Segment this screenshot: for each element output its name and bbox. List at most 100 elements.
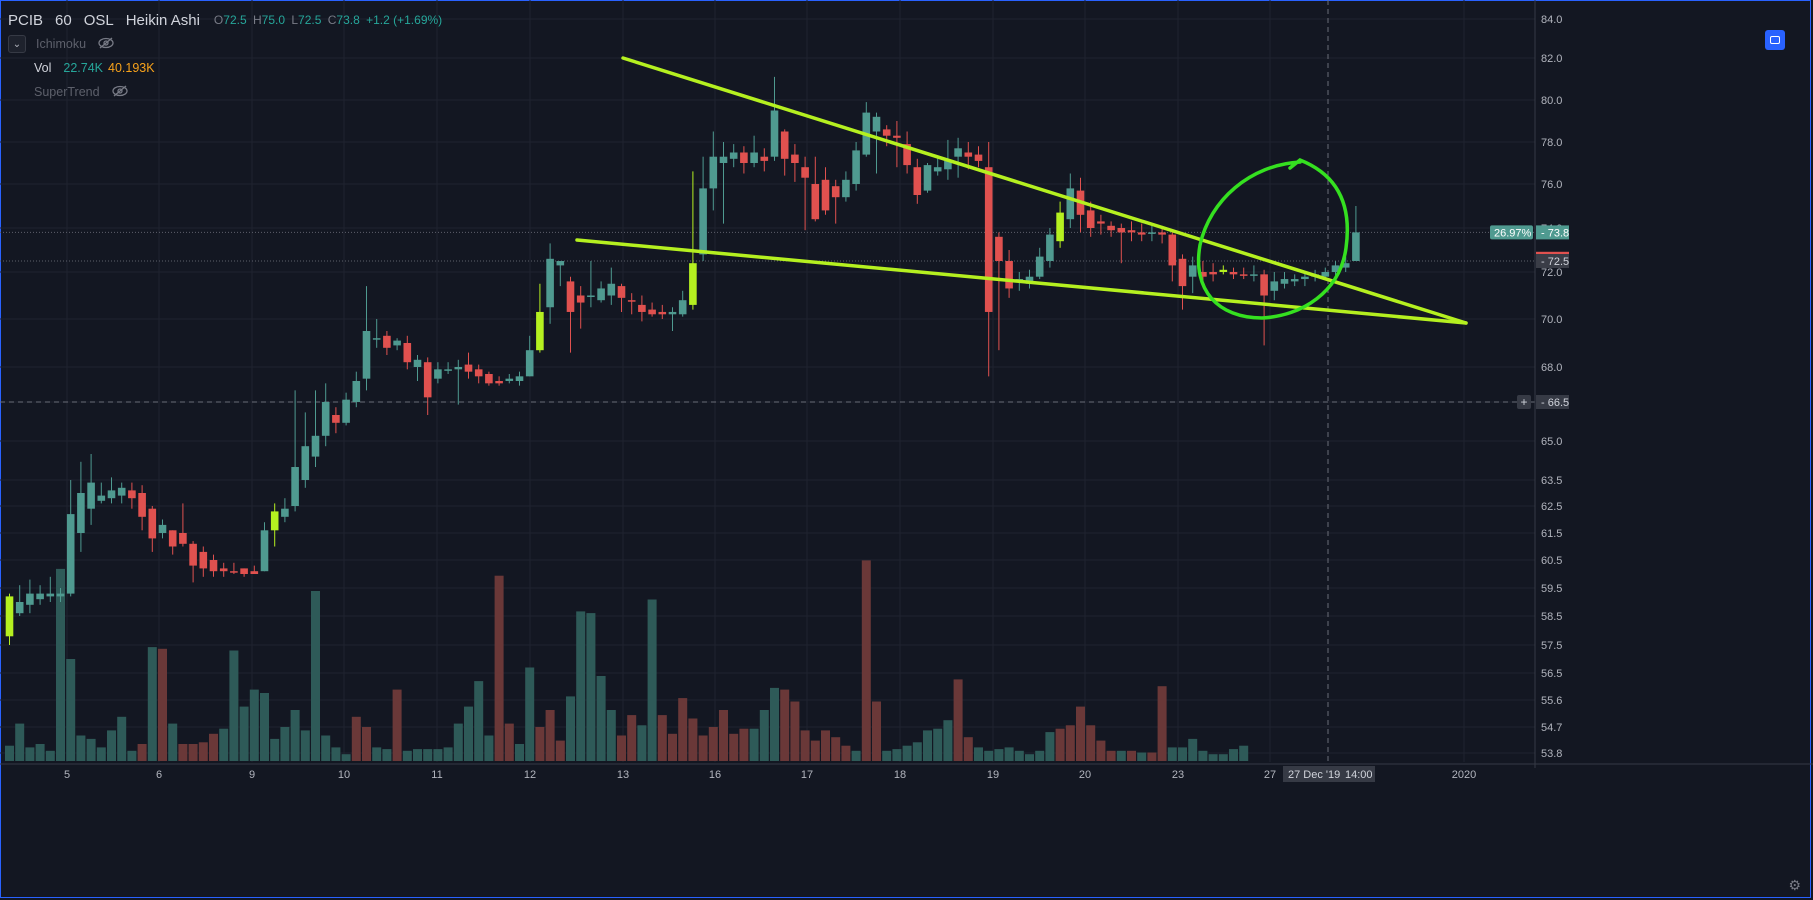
volume-bar [688,718,698,761]
indicator-ichimoku[interactable]: ⌄ Ichimoku [8,33,445,55]
symbol-name: PCIB [8,11,44,29]
volume-label: Vol [34,61,52,75]
candle-body [505,378,514,381]
volume-bar [137,744,147,761]
low-label: L [291,13,299,27]
candle-body [699,188,707,255]
candle-body [97,495,106,501]
volume-bar [25,747,35,761]
price-tick-label: 57.5 [1541,640,1562,652]
volume-bar [668,733,677,761]
price-tick-label: 62.5 [1541,501,1562,513]
open-value: 72.5 [223,13,247,27]
volume-bar [627,715,637,761]
plus-icon-glyph: + [1520,395,1527,409]
candle-body [1005,261,1013,289]
volume-bar [596,676,606,761]
candle-body [15,602,24,614]
volume-bar [331,747,341,761]
candle-body [1199,272,1207,277]
candle-body [87,482,95,509]
indicator-volume[interactable]: Vol 22.74K 40.193K [8,57,445,79]
candle-body [1341,263,1350,268]
volume-bar [1076,706,1085,761]
symbol-row: PCIB 60 OSL Heikin Ashi O72.5 H75.0 L72.5 C… [8,9,445,31]
volume-bar [219,728,229,761]
volume-bar [647,599,657,761]
volume-bar [861,560,871,761]
volume-bar [851,750,861,761]
candle-body [576,295,585,303]
volume-bar [1116,750,1126,761]
eye-hidden-icon[interactable] [111,85,128,100]
crosshair-time: 14:00 [1345,769,1373,781]
volume-bar [892,749,902,761]
candle-body [219,568,228,572]
volume-bar [239,706,249,761]
price-tick-label: 59.5 [1541,583,1562,595]
date-tick-label: 23 [1172,769,1184,781]
candle-body [36,593,44,600]
axes: 84.082.080.078.076.074.072.070.068.066.5… [0,0,1813,782]
date-tick-label: 16 [709,769,721,781]
eye-hidden-icon[interactable] [98,37,114,52]
candle-body [1178,258,1187,287]
candle-body [770,110,779,157]
volume-bar [198,742,208,761]
volume-bar [749,728,759,761]
volume-bar [321,735,331,761]
grid [0,0,1535,762]
candle-body [566,281,575,312]
volume-bar [831,737,841,761]
volume-bar [5,745,14,761]
date-tick-label: 20 [1079,769,1091,781]
candle-body [627,300,636,302]
volume-bar [86,738,96,761]
volume-bar [117,716,127,761]
volume-bar [382,749,392,761]
candle-body [1239,274,1248,276]
volume-bar [474,681,484,761]
volume-bar [76,735,86,761]
symbol-info[interactable]: PCIB 60 OSL Heikin Ashi [8,12,212,29]
chevron-down-icon[interactable]: ⌄ [8,35,26,53]
candle-body [852,150,860,184]
volume-bar [209,733,218,761]
volume-bar [270,738,280,761]
ohlc-values: O72.5 H75.0 L72.5 C73.8 +1.2 (+1.69%) [214,13,445,27]
drawings[interactable] [575,56,1468,325]
volume-bar [841,745,851,761]
volume-bar [1239,745,1249,761]
volume-bar [260,693,269,761]
volume-bar [341,754,351,761]
gear-icon[interactable]: ⚙ [1788,877,1801,893]
volume-bar [351,716,361,761]
candle-body [413,359,422,367]
price-tick-label: 56.5 [1541,668,1562,680]
volume-bar [362,727,371,761]
volume-bar [678,698,688,761]
last-price-label-box [1536,225,1569,240]
candle-body [597,288,605,301]
object-tree-button[interactable] [1765,30,1785,50]
candle-body [495,381,503,384]
candle-body [352,381,361,402]
candle-body [1117,228,1126,233]
volume-bar [464,706,473,761]
date-tick-label: 2020 [1452,769,1476,781]
volume-bar [1086,725,1096,761]
candle-body [1260,274,1268,296]
candle-body [56,593,65,597]
volume-bar [127,750,137,761]
supertrend-label: SuperTrend [34,85,100,99]
date-tick-label: 19 [987,769,999,781]
indicator-supertrend[interactable]: SuperTrend [8,81,445,103]
percent-badge-box [1490,225,1533,240]
candle-body [801,167,809,178]
candle-body [1229,272,1238,275]
candle-body [1290,279,1299,282]
candle-body [678,300,687,315]
price-tick-label: 78.0 [1541,137,1562,149]
